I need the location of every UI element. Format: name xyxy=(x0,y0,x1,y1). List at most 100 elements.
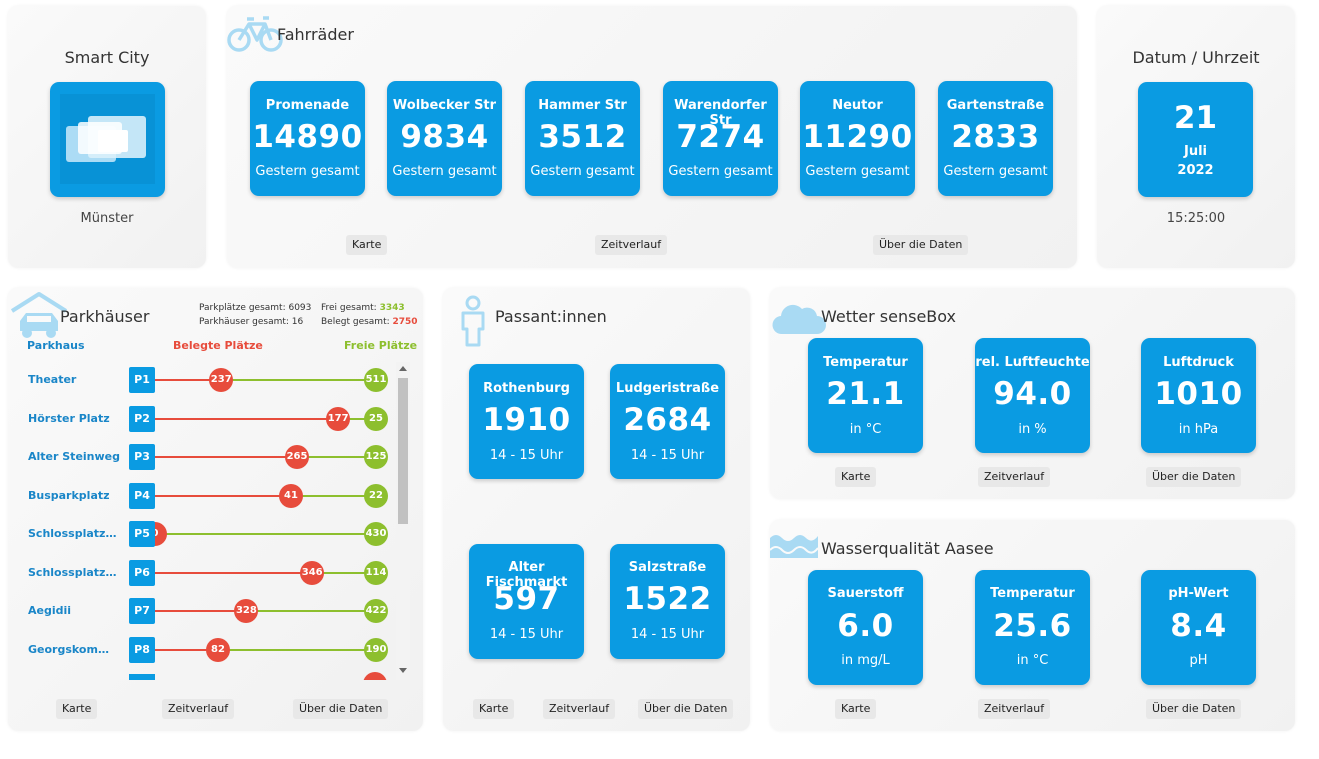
tile-sub: 14 - 15 Uhr xyxy=(489,448,564,463)
occupied-line xyxy=(155,417,339,420)
tile-label: Ludgeristraße xyxy=(615,381,720,396)
occupied-line xyxy=(155,571,313,574)
scroll-up-arrow-icon[interactable] xyxy=(399,366,407,371)
water-timeline-button[interactable]: Zeitverlauf xyxy=(978,699,1051,719)
pedestrians-title: Passant:innen xyxy=(495,307,607,326)
tile-value: 21.1 xyxy=(826,376,905,412)
parking-total-spaces: Parkplätze gesamt: 6093 xyxy=(199,303,312,313)
pedestrians-map-button[interactable]: Karte xyxy=(473,699,515,719)
bike-tile-warendorfer[interactable]: Warendorfer Str 7274 Gestern gesamt xyxy=(663,81,778,196)
bike-tile-wolbecker[interactable]: Wolbecker Str 9834 Gestern gesamt xyxy=(387,81,502,196)
tile-label: Rothenburg xyxy=(483,381,570,396)
occupied-total-label: Belegt gesamt: xyxy=(321,317,390,327)
free-marker: 422 xyxy=(364,599,388,623)
col-header-occupied: Belegte Plätze xyxy=(173,339,263,352)
smart-city-title: Smart City xyxy=(64,48,150,67)
weather-tile-humidity[interactable]: rel. Luftfeuchte 94.0 in % xyxy=(975,338,1090,453)
bike-tile-hammer[interactable]: Hammer Str 3512 Gestern gesamt xyxy=(525,81,640,196)
weather-map-button[interactable]: Karte xyxy=(835,467,877,487)
parking-about-button[interactable]: Über die Daten xyxy=(293,699,389,719)
bikes-timeline-button[interactable]: Zeitverlauf xyxy=(595,235,668,255)
parking-row[interactable]: Hörster Platz P2 177 25 xyxy=(8,404,400,434)
parking-list[interactable]: Theater P1 237 511 Hörster Platz P2 177 25 Alter… xyxy=(8,362,410,680)
smart-city-logo-tile[interactable] xyxy=(50,82,165,197)
parking-row[interactable]: Schlossplatz Süd P6 346 114 xyxy=(8,558,400,588)
parking-map-button[interactable]: Karte xyxy=(56,699,98,719)
pedestrian-tile-rothenburg[interactable]: Rothenburg 1910 14 - 15 Uhr xyxy=(469,364,584,479)
bike-tile-promenade[interactable]: Promenade 14890 Gestern gesamt xyxy=(250,81,365,196)
water-about-button[interactable]: Über die Daten xyxy=(1146,699,1242,719)
water-tile-oxygen[interactable]: Sauerstoff 6.0 in mg/L xyxy=(808,570,923,685)
bikes-about-button[interactable]: Über die Daten xyxy=(873,235,969,255)
occupied-marker: 265 xyxy=(285,445,309,469)
bike-tile-gartenstrasse[interactable]: Gartenstraße 2833 Gestern gesamt xyxy=(938,81,1053,196)
weather-tile-temperature[interactable]: Temperatur 21.1 in °C xyxy=(808,338,923,453)
parking-scrollbar[interactable] xyxy=(396,362,410,680)
person-icon xyxy=(458,295,488,347)
tile-sub: 14 - 15 Uhr xyxy=(630,448,705,463)
free-marker: 190 xyxy=(364,637,388,662)
occupied-marker: 328 xyxy=(234,599,259,623)
bikes-title: Fahrräder xyxy=(277,25,354,44)
parking-row[interactable]: Theater P1 237 511 xyxy=(8,365,400,395)
weather-timeline-button[interactable]: Zeitverlauf xyxy=(978,467,1051,487)
parking-row[interactable]: Aegidii P7 328 422 xyxy=(8,596,400,626)
bike-tile-neutor[interactable]: Neutor 11290 Gestern gesamt xyxy=(800,81,915,196)
parking-row-name: Hörster Platz xyxy=(28,411,110,425)
free-total-value: 3343 xyxy=(379,303,405,313)
water-map-button[interactable]: Karte xyxy=(835,699,877,719)
tile-sub: Gestern gesamt xyxy=(805,164,910,179)
free-line xyxy=(221,379,376,381)
occupied-line xyxy=(155,648,218,651)
tile-label: pH-Wert xyxy=(1168,586,1229,601)
tile-label: rel. Luftfeuchte xyxy=(975,355,1090,370)
parking-row-name: Georgskomme... xyxy=(28,642,120,656)
pedestrians-timeline-button[interactable]: Zeitverlauf xyxy=(543,699,616,719)
weather-about-button[interactable]: Über die Daten xyxy=(1146,467,1242,487)
water-tile-temperature[interactable]: Temperatur 25.6 in °C xyxy=(975,570,1090,685)
parking-row[interactable]: Georgskomme... P8 82 190 xyxy=(8,635,400,665)
free-marker: 125 xyxy=(364,445,388,469)
tile-value: 3512 xyxy=(538,119,627,155)
weather-tile-pressure[interactable]: Luftdruck 1010 in hPa xyxy=(1141,338,1256,453)
tile-sub: Gestern gesamt xyxy=(530,164,635,179)
parking-row-code: P4 xyxy=(129,482,155,509)
bikes-panel: Fahrräder Promenade 14890 Gestern gesamt… xyxy=(227,6,1077,268)
tile-value: 14890 xyxy=(252,119,363,155)
bikes-map-button[interactable]: Karte xyxy=(346,235,388,255)
scrollbar-thumb[interactable] xyxy=(398,378,408,524)
parking-row-code: P5 xyxy=(129,521,155,547)
parking-row-name: Schlossplatz N... xyxy=(28,527,120,540)
cloud-icon xyxy=(772,300,826,336)
pedestrian-tile-ludgeristrasse[interactable]: Ludgeristraße 2684 14 - 15 Uhr xyxy=(610,364,725,479)
parking-title: Parkhäuser xyxy=(60,307,150,326)
pedestrian-tile-alter-fischmarkt[interactable]: Alter Fischmarkt 597 14 - 15 Uhr xyxy=(469,544,584,659)
parking-row-code: P8 xyxy=(129,636,155,663)
free-line xyxy=(246,610,376,612)
pedestrian-tile-salzstrasse[interactable]: Salzstraße 1522 14 - 15 Uhr xyxy=(610,544,725,659)
parking-timeline-button[interactable]: Zeitverlauf xyxy=(162,699,235,719)
parking-row[interactable]: Alter Steinweg P3 265 125 xyxy=(8,442,400,472)
tile-label: Neutor xyxy=(832,98,883,113)
occupied-marker: 177 xyxy=(326,406,351,431)
car-garage-icon xyxy=(10,291,68,341)
tile-value: 25.6 xyxy=(993,608,1072,644)
parking-row[interactable]: Busparkplatz P4 41 22 xyxy=(8,481,400,511)
parking-total-garages: Parkhäuser gesamt: 16 xyxy=(199,317,304,327)
parking-row-name: Busparkplatz xyxy=(28,488,110,502)
datetime-panel: Datum / Uhrzeit 21 Juli 2022 15:25:00 xyxy=(1097,6,1295,268)
pedestrians-about-button[interactable]: Über die Daten xyxy=(638,699,734,719)
parking-free-total: Frei gesamt: 3343 xyxy=(321,303,405,313)
bicycle-icon xyxy=(227,14,283,52)
scroll-down-arrow-icon[interactable] xyxy=(399,668,407,673)
tile-sub: in mg/L xyxy=(841,653,890,668)
tile-sub: Gestern gesamt xyxy=(943,164,1048,179)
tile-value: 94.0 xyxy=(993,376,1072,412)
water-tile-ph[interactable]: pH-Wert 8.4 pH xyxy=(1141,570,1256,685)
free-line xyxy=(297,456,376,458)
free-line xyxy=(291,494,376,497)
tile-value: 8.4 xyxy=(1170,608,1227,644)
parking-row-code: P1 xyxy=(129,367,155,393)
tile-label: Sauerstoff xyxy=(827,586,904,601)
